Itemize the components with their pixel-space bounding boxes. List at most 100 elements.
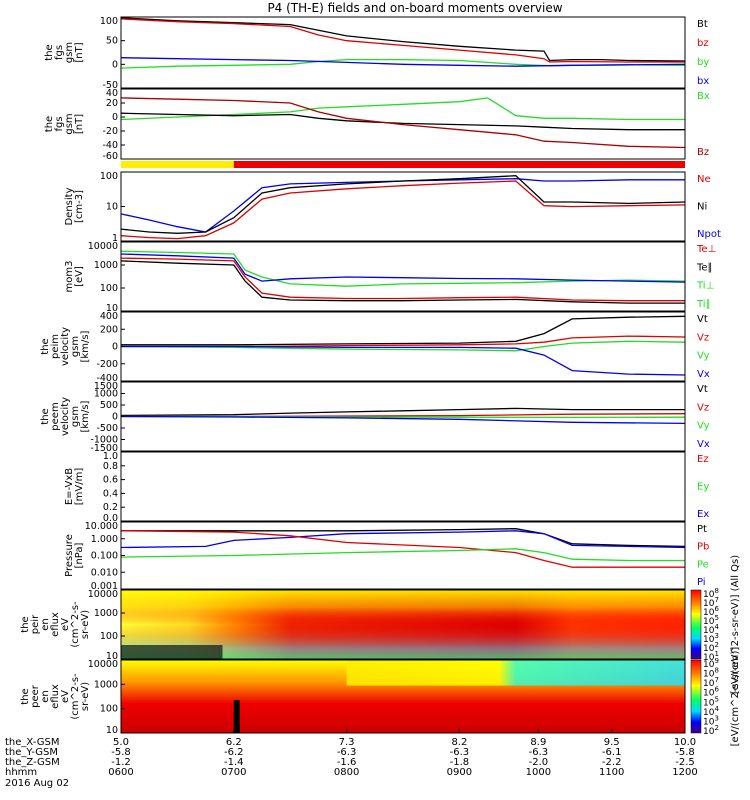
y-tick-label: -60 <box>102 151 118 162</box>
y-tick-label: 1500 <box>94 381 118 392</box>
y-tick-label: 1.000 <box>91 534 118 545</box>
spectrogram-lowband <box>121 645 223 659</box>
region-bar-segment <box>121 161 234 168</box>
y-tick-label: 50 <box>106 36 118 47</box>
y-axis-label-line: peer <box>30 684 41 708</box>
y-tick-label: 0 <box>112 342 118 353</box>
colorbar-label: [eV/(cm^2-s-sr-eV)] (All Qs) <box>730 555 741 694</box>
legend: Bx Bz <box>697 91 710 158</box>
series-line-Ne <box>120 180 686 240</box>
series-line-Vy <box>120 340 686 352</box>
series-line-Ti <box>120 250 686 287</box>
legend-entry: by <box>697 57 709 68</box>
legend: Ez Ey Ex <box>697 454 709 520</box>
legend-entry: Ti∥ <box>696 299 711 310</box>
y-axis-label-line: Density <box>64 187 75 225</box>
panel-frame <box>120 451 686 522</box>
legend-entry: Ex <box>697 509 709 520</box>
y-axis-label-line: the <box>40 408 51 424</box>
y-axis-label: the peim velocity gsm [km/s] <box>40 327 91 366</box>
y-axis-label-line: gsm <box>64 113 75 134</box>
y-tick-label: 1000 <box>94 608 118 619</box>
region-bar <box>121 161 686 168</box>
legend-entry: Ti⊥ <box>696 281 714 292</box>
y-axis-label-line: [km/s] <box>80 400 91 432</box>
chart-title: P4 (TH-E) fields and on-board moments ov… <box>267 1 562 15</box>
x-axis-value: -6.2 <box>224 747 244 758</box>
series-line-Bt <box>120 17 686 62</box>
legend-entry: Vx <box>697 369 710 380</box>
series-line-Ni <box>120 175 686 234</box>
x-axis-row-label: the_Y-GSM <box>5 747 58 758</box>
legend-entry: Ez <box>697 454 709 465</box>
y-tick-label: 400 <box>100 311 118 322</box>
y-axis-label-line: en <box>40 618 51 631</box>
legend-entry: Vz <box>697 402 709 413</box>
y-axis-label-line: peir <box>30 614 41 634</box>
series-line-Bt <box>120 112 685 131</box>
legend-entry: Ey <box>697 482 709 493</box>
panel-frame <box>120 589 686 660</box>
x-axis-value: -1.6 <box>337 757 357 768</box>
panel-frame <box>120 88 686 160</box>
y-tick-label: 100 <box>100 631 118 642</box>
legend-entry: Npot <box>697 229 721 240</box>
x-axis-value: -2.2 <box>602 757 622 768</box>
x-axis-value: -1.4 <box>224 757 244 768</box>
panel-temp: Te⊥ Te∥ Ti⊥ Ti∥ 10000 1000 100 10 mom3 [eV] <box>64 241 716 314</box>
y-tick-label: 0 <box>112 112 118 123</box>
legend-entry: bx <box>697 76 709 87</box>
x-axis-value: 8.2 <box>451 737 467 748</box>
series-line-Pi <box>120 530 686 549</box>
y-axis-label-line: (cm^2-s- <box>70 601 81 648</box>
y-tick-label: -1500 <box>90 443 118 454</box>
y-tick-label: 0.2 <box>103 502 118 513</box>
y-tick-label: 1000 <box>94 260 118 271</box>
y-tick-label: -40 <box>102 140 118 151</box>
y-axis-label: the peem velocity gsm [km/s] <box>40 397 91 436</box>
legend-entry: Te⊥ <box>696 244 716 255</box>
panel-vi: Vt Vz Vy Vx 400 200 0 -200 -400 the peim velocity gs… <box>40 311 710 384</box>
y-tick-label: 0.001 <box>91 581 118 592</box>
legend-entry: Pe <box>697 559 709 570</box>
y-axis-label-line: sr-eV) <box>80 610 91 639</box>
series-line-Pt <box>121 528 686 548</box>
series-line-Vx <box>120 415 686 425</box>
panel-density: Ne Ni Npot 100 10 1 Density [cm-3] <box>64 171 721 244</box>
y-axis-label-line: eflux <box>50 612 61 637</box>
x-axis-row-label: hhmm <box>5 767 37 778</box>
y-tick-label: 10 <box>106 725 118 736</box>
series-line-Pe <box>120 548 685 562</box>
x-axis-value: 10.0 <box>674 737 696 748</box>
panel-pressure: Pt Pb Pe Pi 10.000 1.000 0.100 0.010 0.001 Pressu… <box>64 521 709 592</box>
y-axis-label-line: the <box>44 116 55 132</box>
x-axis-value: -2.5 <box>675 757 695 768</box>
legend-entry: Bx <box>697 91 710 102</box>
y-tick-label: 0.8 <box>103 461 118 472</box>
y-tick-label: 100 <box>100 704 118 715</box>
y-axis-label-line: velocity <box>60 327 71 366</box>
y-axis-label: mom3 [eV] <box>64 261 85 293</box>
x-axis-row-label: the_X-GSM <box>5 737 59 748</box>
y-axis-label: the peir en eflux eV (cm^2-s-sr-eV) <box>20 601 91 648</box>
date-label: 2016 Aug 02 <box>5 778 69 789</box>
y-axis-label-line: the <box>20 688 31 704</box>
y-tick-label: 1000 <box>94 679 118 690</box>
panel-frame <box>120 16 686 89</box>
y-tick-label: 10000 <box>88 659 118 670</box>
x-axis-value: -6.3 <box>450 747 470 758</box>
series-line-bx <box>120 57 686 67</box>
spectrogram-overlay <box>346 660 685 686</box>
legend-entry: Bt <box>697 19 708 30</box>
panel-bt: Bt bz by bx 100 50 0 -50 the fgs gsm [nT] <box>44 16 709 91</box>
y-tick-label: 500 <box>100 400 118 411</box>
legend-entry: Bz <box>697 147 709 158</box>
y-axis-label-line: eV <box>60 618 71 631</box>
x-axis-value: 9.5 <box>604 737 620 748</box>
series-line-Npot <box>120 178 685 233</box>
legend: Bt bz by bx <box>697 19 709 87</box>
